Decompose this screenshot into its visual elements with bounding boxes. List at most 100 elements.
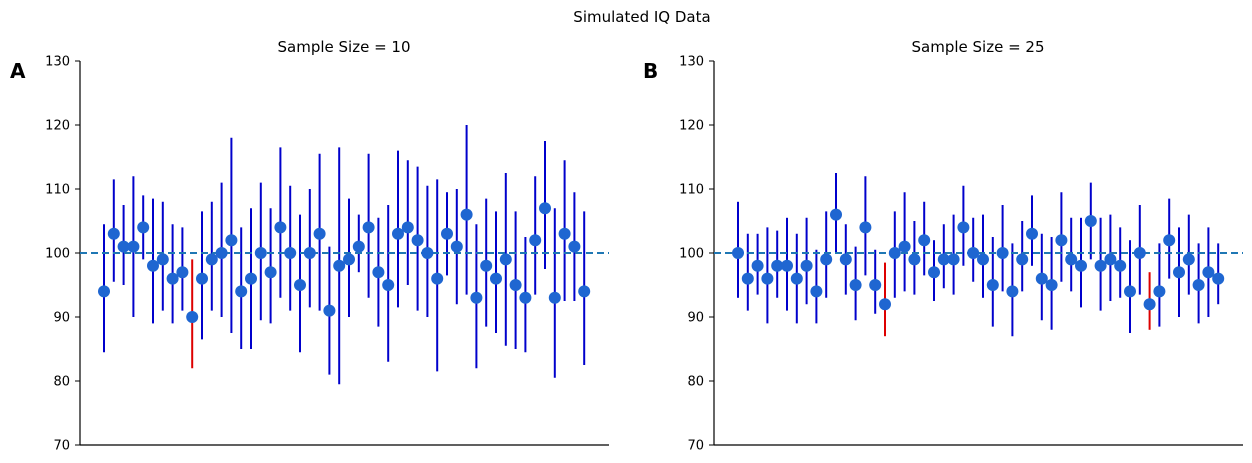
data-point xyxy=(303,247,316,259)
data-point xyxy=(1124,285,1136,298)
data-point xyxy=(741,272,754,285)
data-point xyxy=(558,227,571,240)
panel-label: B xyxy=(643,59,658,83)
data-point xyxy=(790,272,803,285)
data-point xyxy=(225,234,238,247)
y-tick-label: 100 xyxy=(679,247,704,262)
data-point xyxy=(800,259,813,272)
data-point xyxy=(859,221,872,234)
data-point xyxy=(869,279,882,291)
data-point xyxy=(879,298,891,311)
data-point xyxy=(480,259,493,272)
data-point xyxy=(529,234,542,247)
data-point xyxy=(1133,247,1146,259)
data-point xyxy=(781,259,793,272)
data-point xyxy=(284,247,297,259)
data-point xyxy=(156,253,169,266)
data-point xyxy=(470,291,483,304)
panel-label: A xyxy=(10,59,26,83)
y-tick-label: 120 xyxy=(679,119,704,134)
data-point xyxy=(1114,259,1127,272)
data-point xyxy=(1143,298,1156,311)
data-point xyxy=(401,221,414,234)
y-tick-label: 100 xyxy=(45,247,70,262)
y-tick-label: 80 xyxy=(53,375,70,390)
y-tick-label: 90 xyxy=(53,311,70,326)
data-point xyxy=(127,240,140,253)
data-point xyxy=(820,253,833,266)
y-tick-label: 130 xyxy=(679,55,704,70)
data-point xyxy=(888,247,901,259)
data-point xyxy=(107,227,120,240)
data-point xyxy=(568,240,581,253)
data-point xyxy=(967,247,980,259)
y-tick-label: 80 xyxy=(687,375,704,390)
panel-a: A Sample Size = 10 70 80 90 100 110 120 130 xyxy=(10,38,609,454)
data-point xyxy=(333,259,346,272)
data-point xyxy=(928,266,940,279)
data-point xyxy=(849,279,862,291)
data-point xyxy=(1212,272,1225,285)
data-point xyxy=(1163,234,1176,247)
data-point xyxy=(1173,266,1185,279)
y-tick-label: 70 xyxy=(53,439,70,454)
data-point xyxy=(215,247,228,259)
plot-area: 70 80 90 100 110 120 130 xyxy=(45,55,609,454)
y-tick-label: 90 xyxy=(687,311,704,326)
data-point xyxy=(1016,253,1029,266)
y-tick-label: 110 xyxy=(679,183,704,198)
data-point xyxy=(98,285,110,298)
data-point xyxy=(771,259,784,272)
data-point xyxy=(392,227,404,240)
data-point xyxy=(362,221,375,234)
data-point xyxy=(986,279,999,291)
data-point xyxy=(810,285,823,298)
panel-b: B Sample Size = 25 70 80 90 100 110 120 130 xyxy=(643,38,1243,454)
data-point xyxy=(751,259,764,272)
y-tick-label: 110 xyxy=(45,183,70,198)
data-point xyxy=(431,272,444,285)
data-point xyxy=(898,240,911,253)
data-point xyxy=(274,221,287,234)
data-point xyxy=(1094,259,1107,272)
data-point xyxy=(450,240,463,253)
data-point xyxy=(830,208,842,221)
data-point xyxy=(137,221,150,234)
data-point xyxy=(732,247,744,259)
data-point xyxy=(1084,215,1097,227)
data-point xyxy=(519,291,532,304)
data-point xyxy=(235,285,248,298)
data-point xyxy=(1192,279,1205,291)
data-point xyxy=(539,202,551,215)
data-point xyxy=(176,266,189,279)
data-point xyxy=(1045,279,1058,291)
data-point xyxy=(264,266,277,279)
data-point xyxy=(1153,285,1166,298)
data-point xyxy=(352,240,365,253)
plot-area: 70 80 90 100 110 120 130 xyxy=(679,55,1243,454)
data-point xyxy=(1026,227,1038,240)
data-point xyxy=(1104,253,1117,266)
data-point xyxy=(186,311,199,323)
data-point xyxy=(1075,259,1087,272)
data-point xyxy=(1006,285,1019,298)
data-point xyxy=(918,234,931,247)
data-point xyxy=(372,266,385,279)
y-tick-label: 120 xyxy=(45,119,70,134)
data-point xyxy=(947,253,960,266)
data-point xyxy=(294,279,306,291)
data-point xyxy=(441,227,453,240)
data-point xyxy=(908,253,921,266)
data-point xyxy=(490,272,502,285)
data-point xyxy=(1202,266,1215,279)
data-point xyxy=(1055,234,1068,247)
data-point xyxy=(499,253,512,266)
data-point xyxy=(1065,253,1078,266)
data-point xyxy=(245,272,257,285)
data-point xyxy=(937,253,950,266)
data-point xyxy=(343,253,355,266)
data-point xyxy=(421,247,434,259)
chart-title: Sample Size = 25 xyxy=(912,38,1045,56)
data-point xyxy=(460,208,473,221)
data-point xyxy=(254,247,267,259)
